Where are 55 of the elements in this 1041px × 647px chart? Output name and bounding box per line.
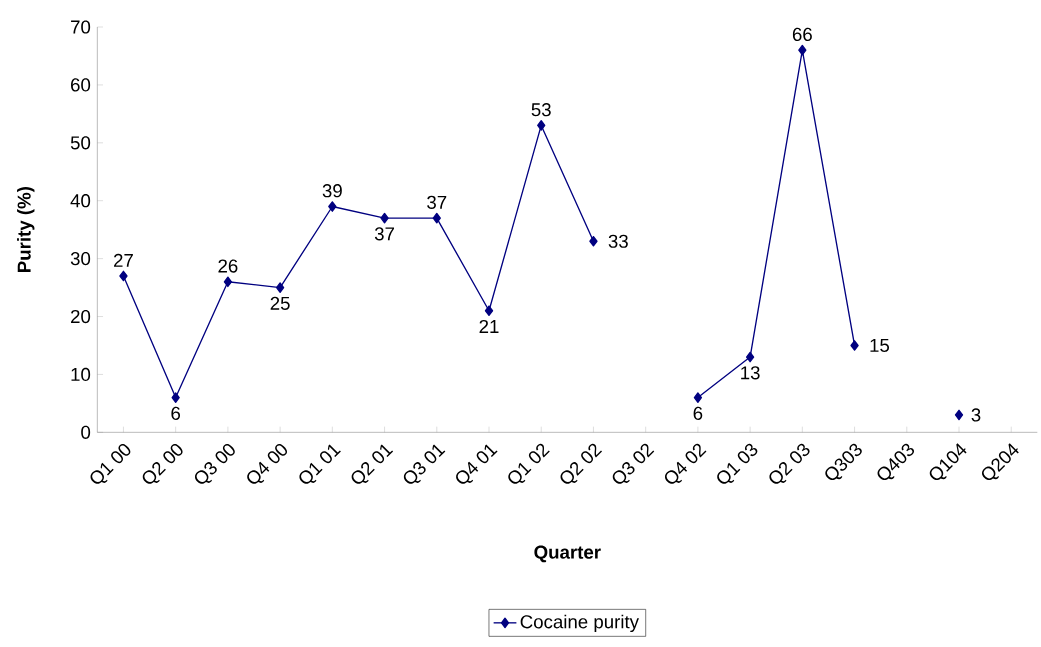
point [589, 235, 598, 247]
point [328, 201, 337, 212]
x-tick-label: Q2 02 [560, 443, 603, 484]
y-tick-label: 10 [71, 367, 91, 382]
x-tick-label: Q4 00 [247, 443, 288, 484]
y-tick-label: 60 [71, 78, 91, 92]
x-tick-label: Q3 02 [612, 443, 655, 484]
y-axis-title: Purity (%) [17, 187, 35, 272]
legend-label: Cocaine purity [520, 614, 639, 633]
x-tick-label: Q1 00 [90, 443, 131, 484]
x-tick-label: Q4 02 [664, 443, 707, 484]
point [432, 212, 441, 224]
data-label: 37 [427, 195, 447, 209]
y-tick-label: 0 [81, 425, 91, 439]
data-label: 21 [479, 319, 499, 333]
point [954, 409, 964, 421]
data-label: 6 [171, 406, 181, 420]
x-tick-label: Q3 01 [403, 444, 446, 484]
point [380, 212, 389, 224]
point [275, 282, 285, 293]
x-axis-title: Quarter [534, 545, 601, 563]
point [223, 276, 233, 288]
point [171, 392, 180, 403]
data-label: 26 [218, 259, 238, 273]
point [850, 340, 859, 351]
x-tick-label: Q3 00 [194, 443, 235, 484]
data-label: 27 [114, 253, 133, 267]
x-tick-label: Q1 02 [508, 443, 550, 484]
point [798, 44, 807, 56]
x-tick-label: Q4 01 [456, 444, 498, 484]
x-tick-label: Q1 01 [299, 444, 341, 484]
data-label: 13 [741, 366, 760, 380]
data-label: 3 [971, 408, 981, 422]
x-tick-label: Q2 01 [351, 444, 394, 484]
x-tick-label: Q2 00 [142, 443, 183, 484]
data-label: 37 [374, 227, 395, 241]
point [484, 305, 494, 317]
point [745, 351, 755, 363]
y-tick-label: 20 [71, 309, 91, 324]
data-label: 6 [693, 406, 703, 420]
point [119, 270, 128, 282]
data-label: 53 [531, 103, 551, 117]
x-tick-label: Q2 03 [769, 443, 810, 484]
x-tick-label: Q1 03 [717, 443, 758, 484]
y-tick-label: 50 [70, 136, 91, 150]
point [537, 120, 546, 131]
data-label: 15 [870, 338, 890, 352]
point [693, 392, 703, 403]
y-tick-label: 30 [70, 252, 91, 266]
y-tick-label: 40 [70, 194, 91, 208]
data-label: 33 [608, 234, 628, 248]
data-label: 39 [322, 184, 342, 198]
data-label: 25 [270, 296, 290, 310]
data-label: 66 [792, 27, 812, 42]
y-tick-label: 70 [71, 20, 91, 34]
